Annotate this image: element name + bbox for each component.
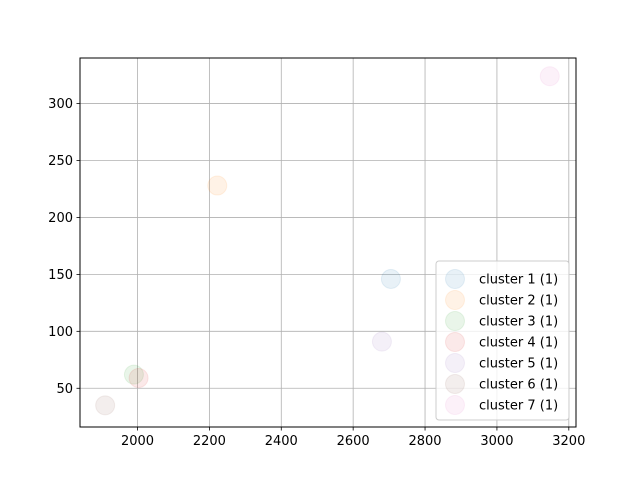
y-axis: 50 100 150 200 250 300 [48, 97, 80, 397]
y-tick-label: 100 [48, 325, 73, 340]
data-point-cluster-4 [128, 368, 149, 389]
data-point-cluster-1 [380, 268, 401, 289]
data-point-cluster-3 [123, 364, 144, 385]
legend-label: cluster 6 (1) [479, 378, 558, 393]
y-tick-label: 150 [48, 268, 73, 283]
legend-label: cluster 3 (1) [479, 315, 558, 330]
x-tick-label: 2200 [193, 434, 226, 449]
x-axis: 2000 2200 2400 2600 2800 3000 3200 [121, 427, 585, 449]
legend-marker [445, 374, 465, 394]
legend-box [435, 260, 570, 421]
x-tick-label: 2400 [265, 434, 298, 449]
legend-marker [445, 332, 465, 352]
x-tick-label: 3200 [552, 434, 585, 449]
y-tick-label: 300 [48, 97, 73, 112]
legend: cluster 1 (1) cluster 2 (1) cluster 3 (1) c… [435, 260, 570, 421]
legend-label: cluster 2 (1) [479, 294, 558, 309]
legend-marker [445, 311, 465, 331]
legend-marker [445, 395, 465, 415]
data-point-cluster-5 [371, 331, 392, 352]
legend-label: cluster 7 (1) [479, 399, 558, 414]
x-tick-label: 2000 [121, 434, 154, 449]
y-tick-label: 50 [56, 382, 73, 397]
x-tick-label: 2800 [408, 434, 441, 449]
legend-marker [445, 269, 465, 289]
legend-marker [445, 290, 465, 310]
y-tick-label: 200 [48, 211, 73, 226]
y-tick-label: 250 [48, 154, 73, 169]
data-point-cluster-7 [539, 66, 560, 87]
x-tick-label: 2600 [337, 434, 370, 449]
legend-marker [445, 353, 465, 373]
plot-frame [79, 57, 577, 428]
legend-label: cluster 1 (1) [479, 273, 558, 288]
x-tick-label: 3000 [480, 434, 513, 449]
legend-label: cluster 5 (1) [479, 357, 558, 372]
data-points [95, 66, 560, 416]
data-point-cluster-2 [207, 175, 228, 196]
data-point-cluster-6 [95, 395, 116, 416]
legend-label: cluster 4 (1) [479, 336, 558, 351]
